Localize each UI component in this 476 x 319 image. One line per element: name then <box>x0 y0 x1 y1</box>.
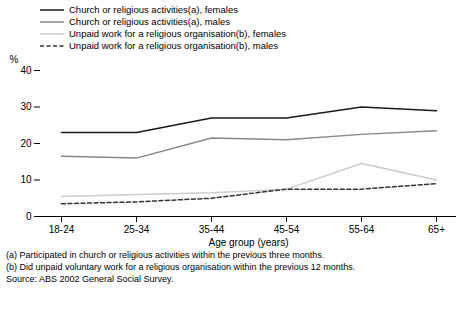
svg-text:18-24: 18-24 <box>49 224 75 235</box>
svg-text:65+: 65+ <box>428 224 445 235</box>
svg-text:20: 20 <box>20 138 32 149</box>
svg-text:25-34: 25-34 <box>124 224 150 235</box>
svg-text:0: 0 <box>26 211 32 222</box>
html-text:Church or religious activities: Church or religious activities(a), males <box>69 16 230 27</box>
svg-text:%: % <box>10 54 19 65</box>
html-text:Church or religious activities: Church or religious activities(a), femal… <box>69 4 238 15</box>
html-text:Unpaid work for a religious or: Unpaid work for a religious organisation… <box>69 28 286 39</box>
svg-text:10: 10 <box>20 174 32 185</box>
html-text:Unpaid work for a religious or: Unpaid work for a religious organisation… <box>69 40 279 51</box>
html-text:(a) Participated in church or: (a) Participated in church or religious … <box>6 250 325 260</box>
svg-text:30: 30 <box>20 101 32 112</box>
svg-text:55-64: 55-64 <box>349 224 375 235</box>
svg-text:35-44: 35-44 <box>199 224 225 235</box>
html-text:Source: ABS 2002 General Socia: Source: ABS 2002 General Social Survey. <box>6 274 174 284</box>
svg-text:Age group (years): Age group (years) <box>208 237 288 248</box>
svg-text:45-54: 45-54 <box>274 224 300 235</box>
html-text:(b) Did unpaid voluntary work: (b) Did unpaid voluntary work for a reli… <box>6 262 356 272</box>
svg-text:40: 40 <box>20 65 32 76</box>
